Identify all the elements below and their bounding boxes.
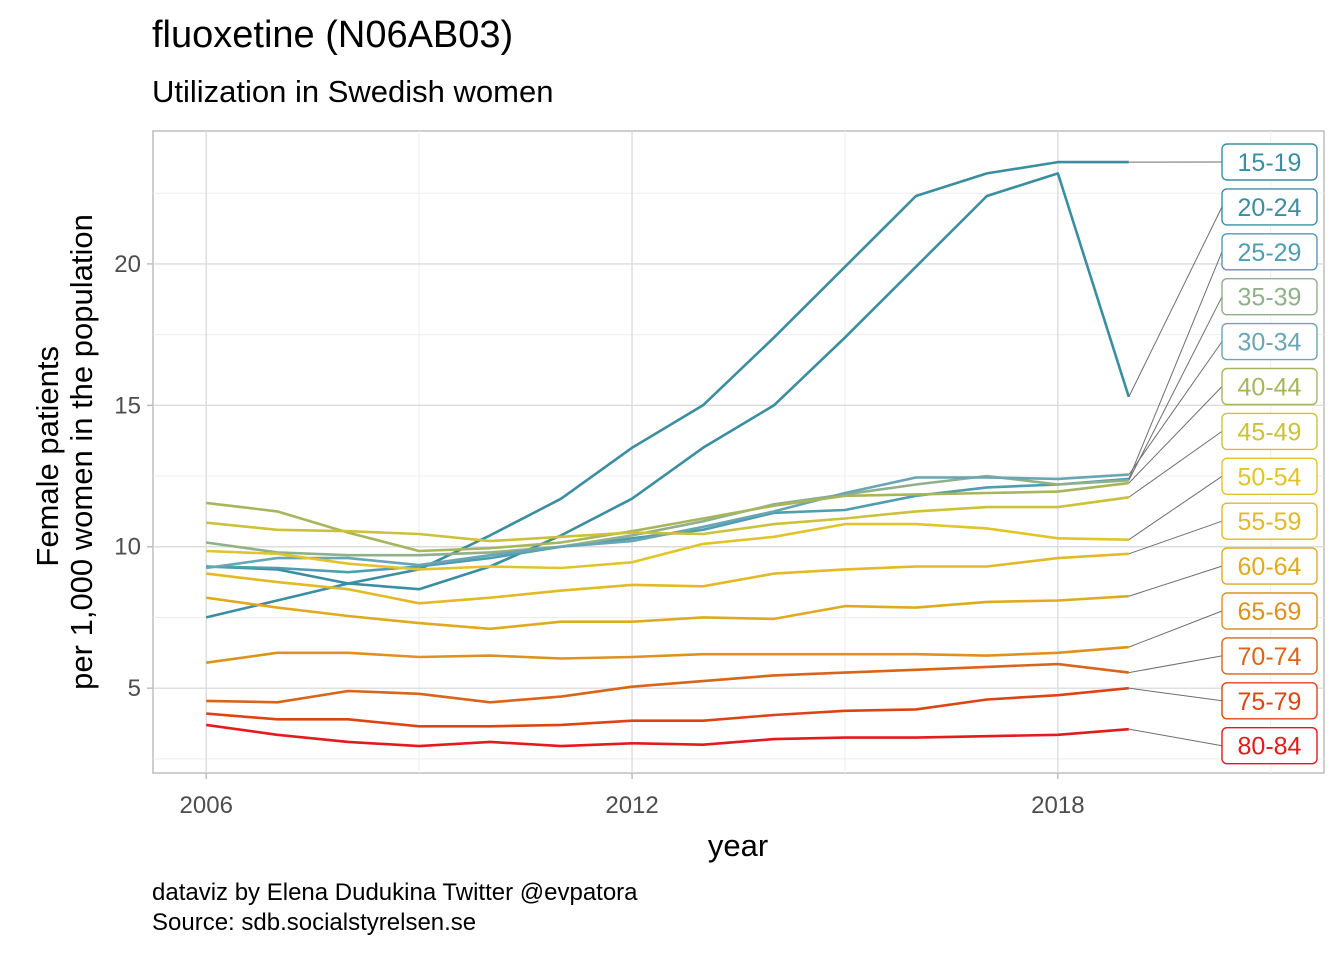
- series-label-80-84: 80-84: [1238, 733, 1302, 761]
- label-box-45-49: [1221, 412, 1318, 451]
- label-leader-lines: [1128, 161, 1223, 747]
- leader-line-45-49: [1128, 430, 1223, 498]
- y-tick-label: 20: [114, 251, 141, 278]
- grid: [153, 131, 1324, 773]
- caption-credit: dataviz by Elena Dudukina Twitter @evpat…: [152, 879, 638, 906]
- leader-line-40-44: [1128, 386, 1223, 484]
- leader-line-65-69: [1128, 610, 1223, 648]
- leader-line-50-54: [1128, 475, 1223, 541]
- leader-line-70-74: [1128, 655, 1223, 674]
- caption: dataviz by Elena Dudukina Twitter @evpat…: [152, 878, 638, 938]
- x-tick-label: 2012: [605, 792, 658, 819]
- leader-line-35-39: [1128, 296, 1223, 481]
- series-label-70-74: 70-74: [1238, 643, 1302, 671]
- series-label-35-39: 35-39: [1238, 284, 1302, 312]
- series-label-25-29: 25-29: [1238, 239, 1302, 267]
- series-line-80-84: [206, 723, 1129, 748]
- series-line-55-59: [206, 552, 1129, 605]
- y-tick-label: 5: [128, 675, 141, 702]
- y-axis-title-line-2: per 1,000 women in the population: [64, 214, 99, 690]
- series-line-40-44: [206, 481, 1129, 553]
- series-line-45-49: [206, 496, 1129, 543]
- series-line-75-79: [206, 686, 1129, 728]
- y-tick-label: 15: [114, 392, 141, 419]
- label-box-30-34: [1221, 322, 1318, 361]
- series-line-60-64: [206, 594, 1129, 631]
- y-axis-title-line-1: Female patients: [30, 346, 65, 567]
- x-axis-title: year: [708, 828, 768, 863]
- label-box-35-39: [1221, 278, 1318, 316]
- caption-source: Source: sdb.socialstyrelsen.se: [152, 909, 477, 936]
- label-box-15-19: [1221, 143, 1318, 181]
- x-tick-label: 2006: [180, 792, 233, 819]
- x-tick-label: 2018: [1031, 792, 1084, 819]
- series-label-20-24: 20-24: [1238, 194, 1302, 222]
- plot-panel: [152, 130, 1325, 774]
- series-line-50-54: [206, 522, 1129, 571]
- y-tick-label: 10: [114, 534, 141, 561]
- leader-line-75-79: [1128, 687, 1223, 702]
- series-line-20-24: [206, 172, 1131, 591]
- label-box-75-79: [1221, 682, 1318, 720]
- label-box-80-84: [1221, 727, 1318, 765]
- series-line-15-19: [205, 160, 1129, 619]
- y-axis-title: Female patients per 1,000 women in the p…: [30, 214, 99, 690]
- leader-line-80-84: [1128, 728, 1223, 747]
- label-box-65-69: [1221, 592, 1318, 630]
- series-label-50-54: 50-54: [1238, 463, 1302, 491]
- chart-subtitle: Utilization in Swedish women: [152, 74, 554, 109]
- leader-line-60-64: [1128, 565, 1223, 597]
- series-label-75-79: 75-79: [1238, 688, 1302, 716]
- series-label-60-64: 60-64: [1238, 553, 1302, 581]
- series-lines: [205, 160, 1131, 748]
- y-axis-ticks: 5 10 15 20: [114, 251, 153, 702]
- series-line-65-69: [206, 645, 1129, 664]
- leader-line-55-59: [1128, 520, 1223, 555]
- label-box-40-44: [1221, 367, 1318, 406]
- label-box-70-74: [1221, 637, 1318, 675]
- series-label-55-59: 55-59: [1238, 508, 1302, 536]
- series-label-65-69: 65-69: [1238, 598, 1302, 626]
- label-box-55-59: [1221, 502, 1318, 540]
- label-box-20-24: [1221, 188, 1318, 226]
- leader-line-25-29: [1128, 251, 1223, 480]
- series-label-40-44: 40-44: [1238, 374, 1302, 402]
- leader-line-30-34: [1128, 341, 1223, 475]
- series-label-15-19: 15-19: [1238, 149, 1302, 177]
- series-label-45-49: 45-49: [1238, 418, 1302, 446]
- series-line-70-74: [206, 662, 1129, 704]
- label-box-50-54: [1221, 457, 1318, 495]
- series-label-30-34: 30-34: [1238, 329, 1302, 357]
- series-labels: 15-19 20-24 25-29 35-39 30-34 40-44 45-49 50-54…: [1221, 143, 1318, 765]
- chart-title: fluoxetine (N06AB03): [152, 14, 514, 56]
- leader-line-20-24: [1128, 206, 1223, 398]
- x-axis-ticks: 2006 2012 2018: [180, 773, 1085, 819]
- label-box-60-64: [1221, 547, 1318, 585]
- label-box-25-29: [1221, 233, 1318, 271]
